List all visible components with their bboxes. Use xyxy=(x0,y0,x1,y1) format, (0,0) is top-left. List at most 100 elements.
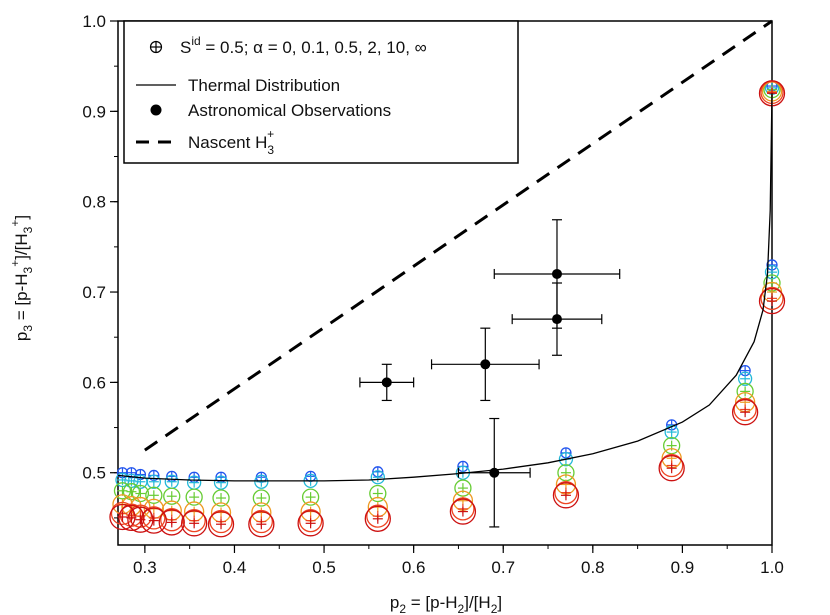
y-tick-label: 1.0 xyxy=(82,12,106,31)
nascent-h3-series xyxy=(144,19,773,452)
observation-dot xyxy=(480,359,491,370)
observation-dot xyxy=(551,268,562,279)
x-tick-label: 1.0 xyxy=(760,558,784,577)
model-point xyxy=(658,455,685,482)
model-circle xyxy=(737,371,753,386)
model-circle xyxy=(449,498,477,525)
model-point xyxy=(758,287,786,315)
x-tick-label: 0.8 xyxy=(581,558,605,577)
observation-dot xyxy=(551,314,562,325)
model-circle xyxy=(298,508,323,533)
model-point xyxy=(213,475,229,490)
model-circle xyxy=(451,497,475,521)
model-point xyxy=(158,509,185,536)
model-point xyxy=(731,399,759,426)
model-point xyxy=(557,464,575,482)
observation-point xyxy=(511,282,603,356)
y-tick-label: 0.9 xyxy=(82,102,106,121)
model-circle xyxy=(248,511,275,538)
legend: Sid = 0.5; α = 0, 0.1, 0.5, 2, 10, ∞ The… xyxy=(123,20,519,164)
model-circle xyxy=(109,503,136,531)
legend-entry-observations: Astronomical Observations xyxy=(150,101,391,120)
model-circle xyxy=(209,509,233,534)
legend-label-thermal: Thermal Distribution xyxy=(188,76,340,95)
observation-point xyxy=(430,327,540,402)
model-circle xyxy=(252,489,270,507)
model-circle xyxy=(369,484,387,503)
x-tick-label: 0.3 xyxy=(133,558,157,577)
model-point xyxy=(140,507,167,534)
model-point xyxy=(185,488,203,506)
observation-point xyxy=(457,417,531,528)
model-circle xyxy=(185,488,203,506)
model-point xyxy=(737,371,753,386)
model-circle xyxy=(181,510,208,537)
model-point xyxy=(369,484,387,503)
model-point xyxy=(187,475,202,490)
legend-entry-thermal: Thermal Distribution xyxy=(136,76,340,95)
x-tick-label: 0.4 xyxy=(223,558,247,577)
model-series xyxy=(109,80,786,538)
legend-box xyxy=(123,20,519,164)
model-point xyxy=(254,474,269,489)
model-circle xyxy=(158,509,185,536)
model-point xyxy=(181,510,208,537)
model-point xyxy=(118,504,145,532)
model-point xyxy=(163,487,181,505)
x-tick-label: 0.5 xyxy=(312,558,336,577)
model-circle xyxy=(554,480,578,505)
model-circle xyxy=(142,506,166,530)
model-point xyxy=(252,489,270,507)
x-tick-label: 0.7 xyxy=(491,558,515,577)
x-axis-title: p2 = [p-H2]/[H2] xyxy=(390,593,502,615)
model-circle xyxy=(558,452,574,467)
model-circle xyxy=(297,510,324,537)
y-tick-label: 0.6 xyxy=(82,373,106,392)
model-point xyxy=(164,474,179,489)
model-point xyxy=(113,482,132,500)
model-circle xyxy=(118,504,145,532)
model-circle xyxy=(370,470,385,485)
x-axis: 0.3 0.4 0.5 0.6 0.7 0.8 0.9 1.0 xyxy=(133,545,784,577)
model-circle xyxy=(146,474,161,489)
model-circle xyxy=(658,455,685,482)
model-point xyxy=(301,488,320,506)
model-circle xyxy=(760,286,784,311)
legend-dot-marker xyxy=(150,104,162,116)
observation-dot xyxy=(381,377,392,388)
model-circle xyxy=(664,424,679,440)
model-circle xyxy=(758,287,786,315)
model-circle xyxy=(249,509,273,534)
legend-circle-plus-marker xyxy=(149,40,163,54)
model-circle xyxy=(113,482,132,500)
legend-label-observations: Astronomical Observations xyxy=(188,101,391,120)
nascent-dashed-line xyxy=(144,19,773,452)
observation-point xyxy=(359,363,415,402)
model-circle xyxy=(660,453,684,478)
model-point xyxy=(207,511,235,538)
model-point xyxy=(127,506,154,533)
model-circle xyxy=(212,489,230,507)
y-axis-title: p3 = [p-H3+]/[H3+] xyxy=(8,215,35,341)
model-circle xyxy=(207,511,235,538)
x-tick-label: 0.9 xyxy=(671,558,695,577)
thermal-line xyxy=(117,93,773,482)
model-circle xyxy=(145,486,163,504)
model-point xyxy=(146,474,161,489)
model-circle xyxy=(140,507,167,534)
y-tick-label: 0.7 xyxy=(82,283,106,302)
x-tick-label: 0.6 xyxy=(402,558,426,577)
model-point xyxy=(664,424,679,440)
model-point xyxy=(364,505,391,532)
model-point xyxy=(145,486,163,504)
model-circle xyxy=(127,506,154,533)
legend-label-model: Sid = 0.5; α = 0, 0.1, 0.5, 2, 10, ∞ xyxy=(180,34,427,57)
y-tick-label: 0.5 xyxy=(82,464,106,483)
legend-entry-nascent: Nascent H3+ xyxy=(136,127,274,157)
legend-label-nascent: Nascent H3+ xyxy=(188,127,274,157)
model-circle xyxy=(213,475,229,490)
astronomical-observations-series xyxy=(359,219,621,528)
thermal-distribution-series xyxy=(117,93,773,482)
y-axis: 0.5 0.6 0.7 0.8 0.9 1.0 xyxy=(82,12,118,519)
